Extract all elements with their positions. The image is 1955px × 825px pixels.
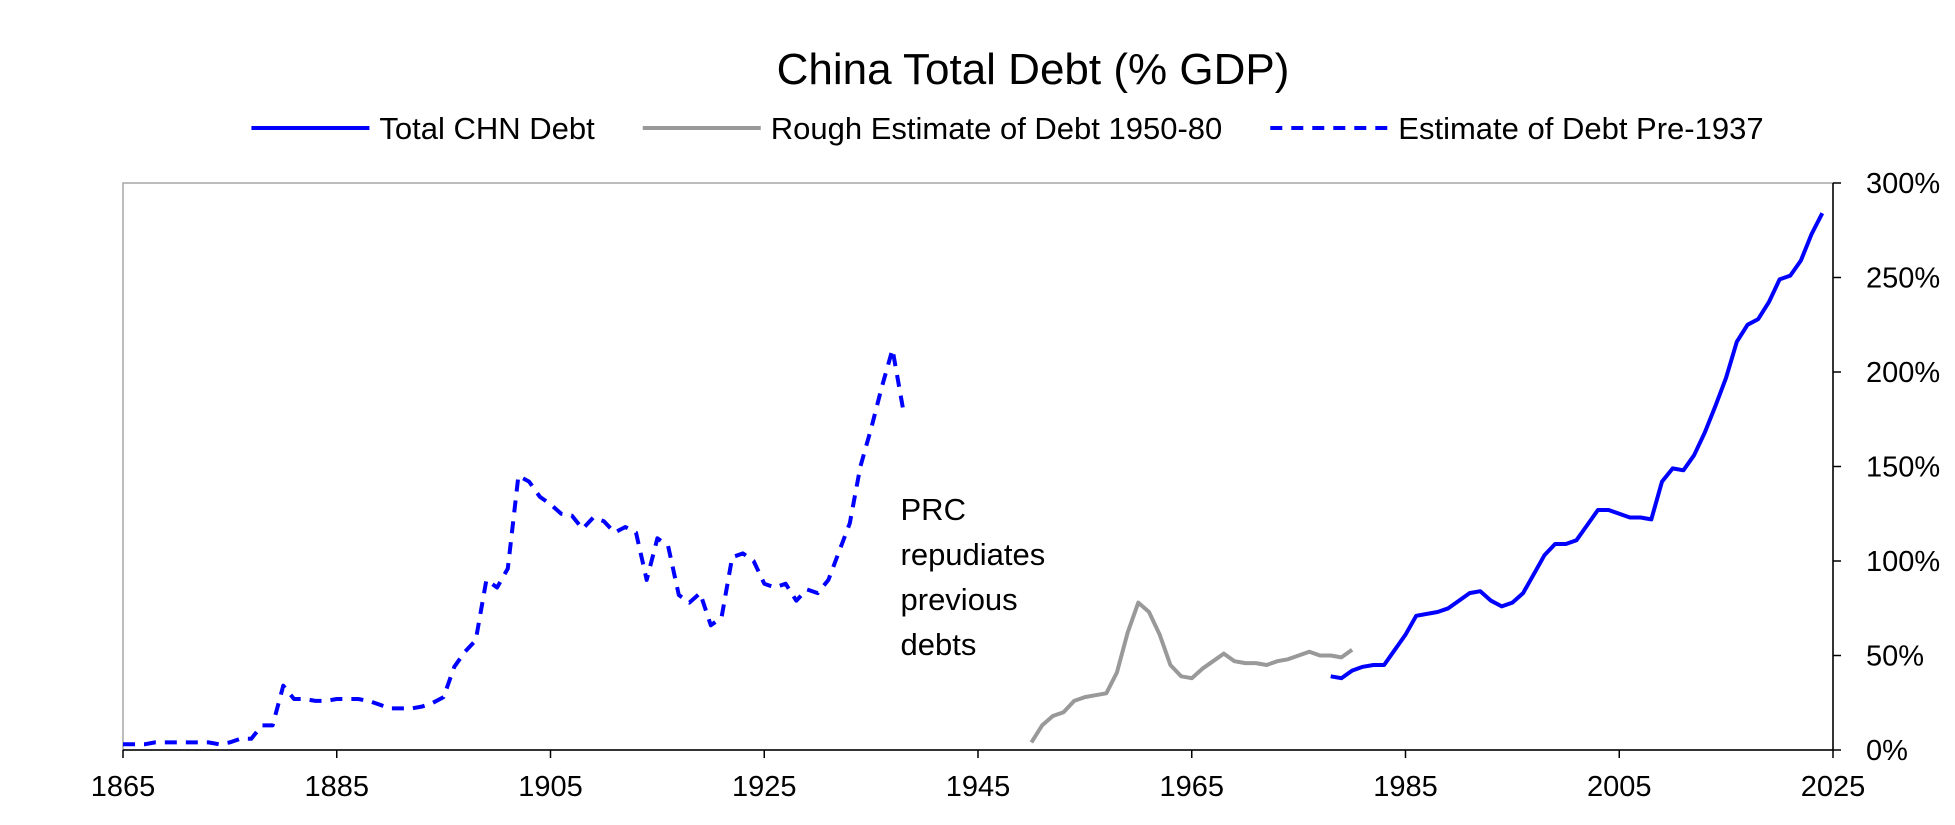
- x-tick-label: 1865: [91, 771, 156, 803]
- x-axis: 1865 1885 1905 1925 1945 1965 1985 2005 2025: [91, 749, 1866, 803]
- x-tick-label: 2005: [1587, 771, 1652, 803]
- y-axis: 0% 50% 100% 150% 200% 250% 300%: [1832, 168, 1940, 767]
- legend-label: Estimate of Debt Pre-1937: [1398, 111, 1763, 146]
- x-tick-label: 1965: [1159, 771, 1224, 803]
- y-tick-label: 50%: [1866, 641, 1924, 673]
- x-tick-label: 1925: [732, 771, 797, 803]
- y-tick-label: 0%: [1866, 735, 1908, 767]
- annotation-line: repudiates: [901, 537, 1046, 572]
- annotation: PRC repudiates previous debts: [901, 492, 1046, 662]
- series-line-3: [123, 347, 906, 747]
- chart-title: China Total Debt (% GDP): [777, 45, 1290, 94]
- y-tick-label: 150%: [1866, 452, 1940, 484]
- annotation-line: PRC: [901, 492, 966, 527]
- y-tick-label: 200%: [1866, 357, 1940, 389]
- series-line-1: [1330, 212, 1825, 681]
- x-tick-label: 2025: [1801, 771, 1866, 803]
- legend-label: Total CHN Debt: [379, 111, 595, 146]
- annotation-line: debts: [901, 627, 977, 662]
- legend-label: Rough Estimate of Debt 1950-80: [771, 111, 1223, 146]
- series-line-2: [1029, 600, 1354, 744]
- x-tick-label: 1905: [518, 771, 583, 803]
- x-tick-label: 1985: [1373, 771, 1438, 803]
- annotation-line: previous: [901, 582, 1018, 617]
- y-tick-label: 300%: [1866, 168, 1940, 200]
- y-tick-label: 250%: [1866, 263, 1940, 295]
- plot-frame: [122, 182, 1834, 751]
- x-tick-label: 1885: [304, 771, 369, 803]
- legend: Total CHN Debt Rough Estimate of Debt 195…: [251, 111, 1764, 146]
- series-layer: [123, 212, 1825, 747]
- x-tick-label: 1945: [946, 771, 1011, 803]
- y-tick-label: 100%: [1866, 546, 1940, 578]
